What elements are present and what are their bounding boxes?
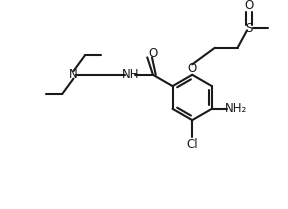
Text: O: O (244, 0, 253, 12)
Text: S: S (245, 22, 253, 35)
Text: NH: NH (122, 68, 139, 81)
Text: NH₂: NH₂ (225, 102, 247, 115)
Text: N: N (69, 68, 78, 81)
Text: Cl: Cl (186, 138, 198, 151)
Text: O: O (187, 62, 197, 75)
Text: O: O (148, 47, 158, 60)
